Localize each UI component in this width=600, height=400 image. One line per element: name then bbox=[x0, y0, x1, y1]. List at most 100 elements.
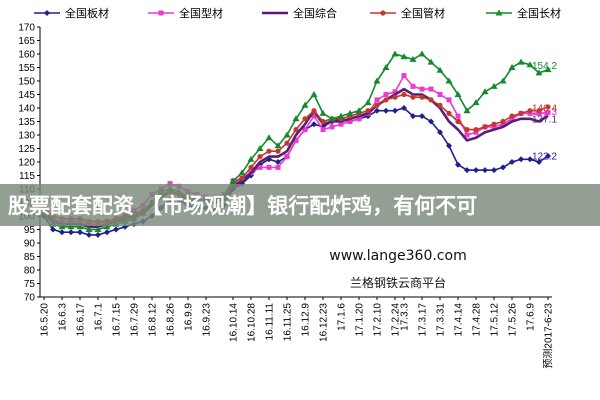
data-point bbox=[527, 110, 533, 116]
data-point bbox=[509, 116, 515, 122]
data-point bbox=[67, 223, 75, 230]
data-point bbox=[274, 142, 282, 149]
y-tick-label: 125 bbox=[18, 144, 35, 155]
x-tick-label: 16.9.9 bbox=[184, 303, 195, 331]
data-point bbox=[481, 88, 489, 95]
data-point bbox=[365, 108, 371, 114]
data-point bbox=[238, 169, 246, 176]
data-point bbox=[292, 115, 300, 122]
banner: 股票配套配资 【市场观潮】银行配炸鸡，有何不可 bbox=[0, 184, 600, 226]
end-value-label: 122.2 bbox=[532, 152, 557, 163]
x-tick-label: 17.2.24 bbox=[391, 303, 402, 337]
data-point bbox=[374, 102, 380, 108]
data-point bbox=[464, 127, 470, 133]
axes: 7075808590951001051101151201251301351401… bbox=[18, 23, 554, 369]
data-point bbox=[419, 113, 425, 120]
legend-marker bbox=[380, 10, 386, 16]
y-tick-label: 135 bbox=[18, 117, 35, 128]
end-value-label: 140.4 bbox=[532, 103, 557, 114]
data-point bbox=[482, 124, 488, 130]
x-tick-label: 16.12.23 bbox=[319, 303, 330, 342]
data-point bbox=[310, 91, 318, 97]
data-point bbox=[499, 77, 507, 84]
data-point bbox=[329, 124, 335, 130]
x-tick-label: 17.6.9 bbox=[526, 303, 537, 331]
data-point bbox=[58, 223, 66, 230]
data-point bbox=[400, 53, 408, 60]
data-point bbox=[311, 113, 317, 119]
x-tick-label: 16.12.9 bbox=[301, 303, 312, 337]
data-point bbox=[509, 113, 515, 119]
x-tick-label: 17.3.31 bbox=[436, 303, 447, 337]
data-point bbox=[445, 77, 453, 84]
data-point bbox=[473, 127, 479, 133]
x-tick-label: 16.9.23 bbox=[202, 303, 213, 337]
data-point bbox=[319, 109, 327, 116]
data-point bbox=[302, 116, 308, 122]
data-point bbox=[284, 154, 290, 160]
data-point bbox=[383, 92, 389, 97]
data-point bbox=[374, 97, 380, 103]
data-point bbox=[275, 164, 281, 170]
data-point bbox=[419, 94, 425, 100]
legend-item-sheet: 全国板材 bbox=[34, 6, 109, 20]
data-point bbox=[373, 77, 381, 84]
data-point bbox=[463, 107, 471, 114]
data-point bbox=[464, 132, 470, 138]
data-point bbox=[356, 116, 362, 122]
data-point bbox=[464, 167, 470, 174]
data-point bbox=[527, 156, 533, 163]
data-point bbox=[355, 107, 363, 114]
data-point bbox=[392, 89, 398, 95]
data-point bbox=[320, 118, 326, 125]
data-point bbox=[392, 94, 398, 100]
x-tick-label: 16.6.3 bbox=[58, 303, 69, 331]
data-point bbox=[454, 91, 462, 97]
y-tick-label: 170 bbox=[18, 23, 35, 34]
data-point bbox=[437, 129, 443, 136]
data-point bbox=[446, 110, 452, 116]
data-point bbox=[517, 58, 525, 65]
data-point bbox=[50, 226, 56, 233]
watermark-name: 兰格钢铁云商平台 bbox=[350, 275, 446, 290]
data-point bbox=[473, 167, 479, 174]
x-tick-label: 17.3.17 bbox=[418, 303, 429, 337]
data-point bbox=[374, 107, 380, 114]
data-point bbox=[418, 50, 426, 57]
x-tick-label: 16.11.25 bbox=[283, 303, 294, 342]
x-tick-label: 16.7.29 bbox=[130, 303, 141, 337]
data-point bbox=[401, 91, 407, 98]
data-point bbox=[473, 129, 479, 135]
legend-item-long: 全国长材 bbox=[486, 6, 561, 20]
y-tick-label: 85 bbox=[24, 252, 36, 263]
y-tick-label: 90 bbox=[24, 239, 36, 250]
x-tick-label: 17.5.12 bbox=[490, 303, 501, 337]
x-tick-label: 16.7.15 bbox=[112, 303, 123, 337]
data-point bbox=[94, 226, 102, 232]
data-point bbox=[482, 167, 488, 174]
data-point bbox=[401, 105, 407, 111]
x-tick-label: 17.4.28 bbox=[472, 303, 483, 337]
data-point bbox=[428, 118, 434, 125]
legend-label: 全国综合 bbox=[293, 6, 337, 20]
banner-text: 股票配套配资 【市场观潮】银行配炸鸡，有何不可 bbox=[8, 194, 477, 218]
data-point bbox=[346, 109, 354, 116]
x-tick-label: 16.10.28 bbox=[247, 303, 258, 342]
end-value-label: 137.1 bbox=[532, 114, 557, 125]
x-tick-label: 17.4.14 bbox=[454, 303, 465, 337]
data-point bbox=[545, 153, 551, 160]
data-point bbox=[428, 86, 434, 92]
data-point bbox=[338, 121, 344, 127]
data-point bbox=[410, 94, 416, 100]
data-point bbox=[293, 127, 299, 133]
watermark-url: www.lange360.com bbox=[329, 248, 466, 264]
data-point bbox=[257, 164, 263, 170]
data-point bbox=[410, 113, 416, 120]
data-point bbox=[302, 127, 308, 133]
data-point bbox=[500, 121, 506, 127]
y-tick-label: 75 bbox=[24, 279, 36, 290]
data-point bbox=[491, 167, 497, 174]
legend-marker bbox=[158, 10, 164, 16]
